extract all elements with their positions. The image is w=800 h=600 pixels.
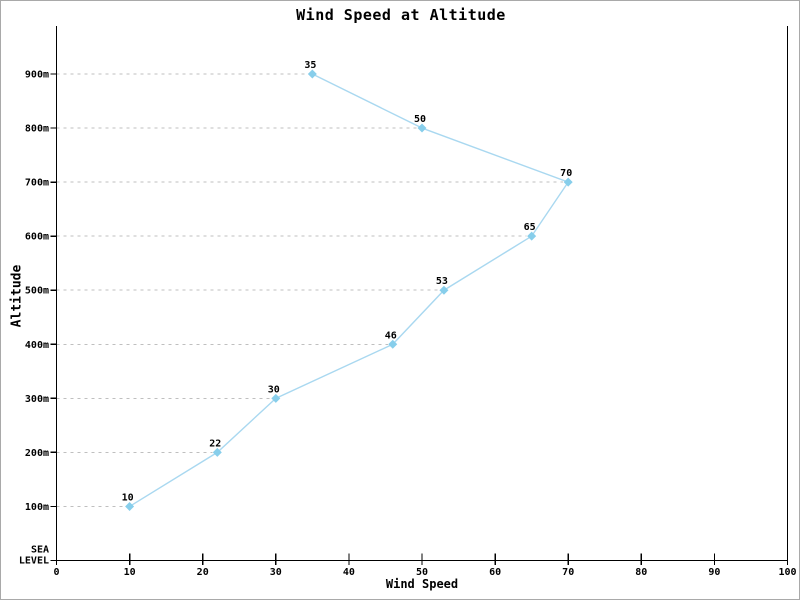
data-point-label-500m: 53 [436, 276, 448, 287]
x-tick-label-30: 30 [270, 567, 282, 578]
x-tick-label-20: 20 [197, 567, 209, 578]
y-tick-label-800: 800m [25, 124, 49, 135]
x-tick-label-0: 0 [53, 567, 59, 578]
data-point-marker-300m [271, 393, 281, 403]
data-point-marker-200m [212, 447, 222, 457]
x-tick-label-10: 10 [124, 567, 136, 578]
data-point-marker-900m [307, 69, 317, 79]
data-point-marker-600m [527, 231, 537, 241]
x-tick-label-40: 40 [343, 567, 355, 578]
data-point-label-600m: 65 [524, 222, 536, 233]
data-point-marker-800m [417, 123, 427, 133]
data-point-marker-400m [388, 339, 398, 349]
data-point-marker-100m [125, 501, 135, 511]
y-tick-label-200: 200m [25, 448, 49, 459]
data-point-marker-500m [439, 285, 449, 295]
y-tick-label-900: 900m [25, 70, 49, 81]
y-tick-label-100: 100m [25, 502, 49, 513]
data-point-label-700m: 70 [560, 168, 572, 179]
data-point-label-800m: 50 [414, 114, 426, 125]
y-tick-label-600: 600m [25, 232, 49, 243]
x-tick-label-50: 50 [416, 567, 428, 578]
x-tick-label-60: 60 [489, 567, 501, 578]
data-point-label-200m: 22 [209, 438, 221, 449]
wind-speed-series-line [129, 73, 570, 508]
data-point-label-100m: 10 [122, 492, 134, 503]
data-point-label-300m: 30 [268, 384, 280, 395]
y-tick-label-level: LEVEL [19, 556, 49, 567]
chart-title: Wind Speed at Altitude [296, 6, 506, 24]
y-tick-label-700: 700m [25, 178, 49, 189]
data-point-marker-700m [563, 177, 573, 187]
data-point-label-400m: 46 [385, 330, 397, 341]
x-axis-title: Wind Speed [385, 577, 459, 591]
y-tick-label-400: 400m [25, 340, 49, 351]
x-tick-label-70: 70 [562, 567, 574, 578]
x-tick-label-80: 80 [635, 567, 647, 578]
x-tick-label-100: 100 [778, 567, 796, 578]
x-tick-label-90: 90 [708, 567, 720, 578]
y-tick-label-500: 500m [25, 286, 49, 297]
y-tick-label-300: 300m [25, 394, 49, 405]
data-point-label-900m: 35 [304, 60, 316, 71]
y-tick-label-sea: SEA [31, 545, 49, 556]
